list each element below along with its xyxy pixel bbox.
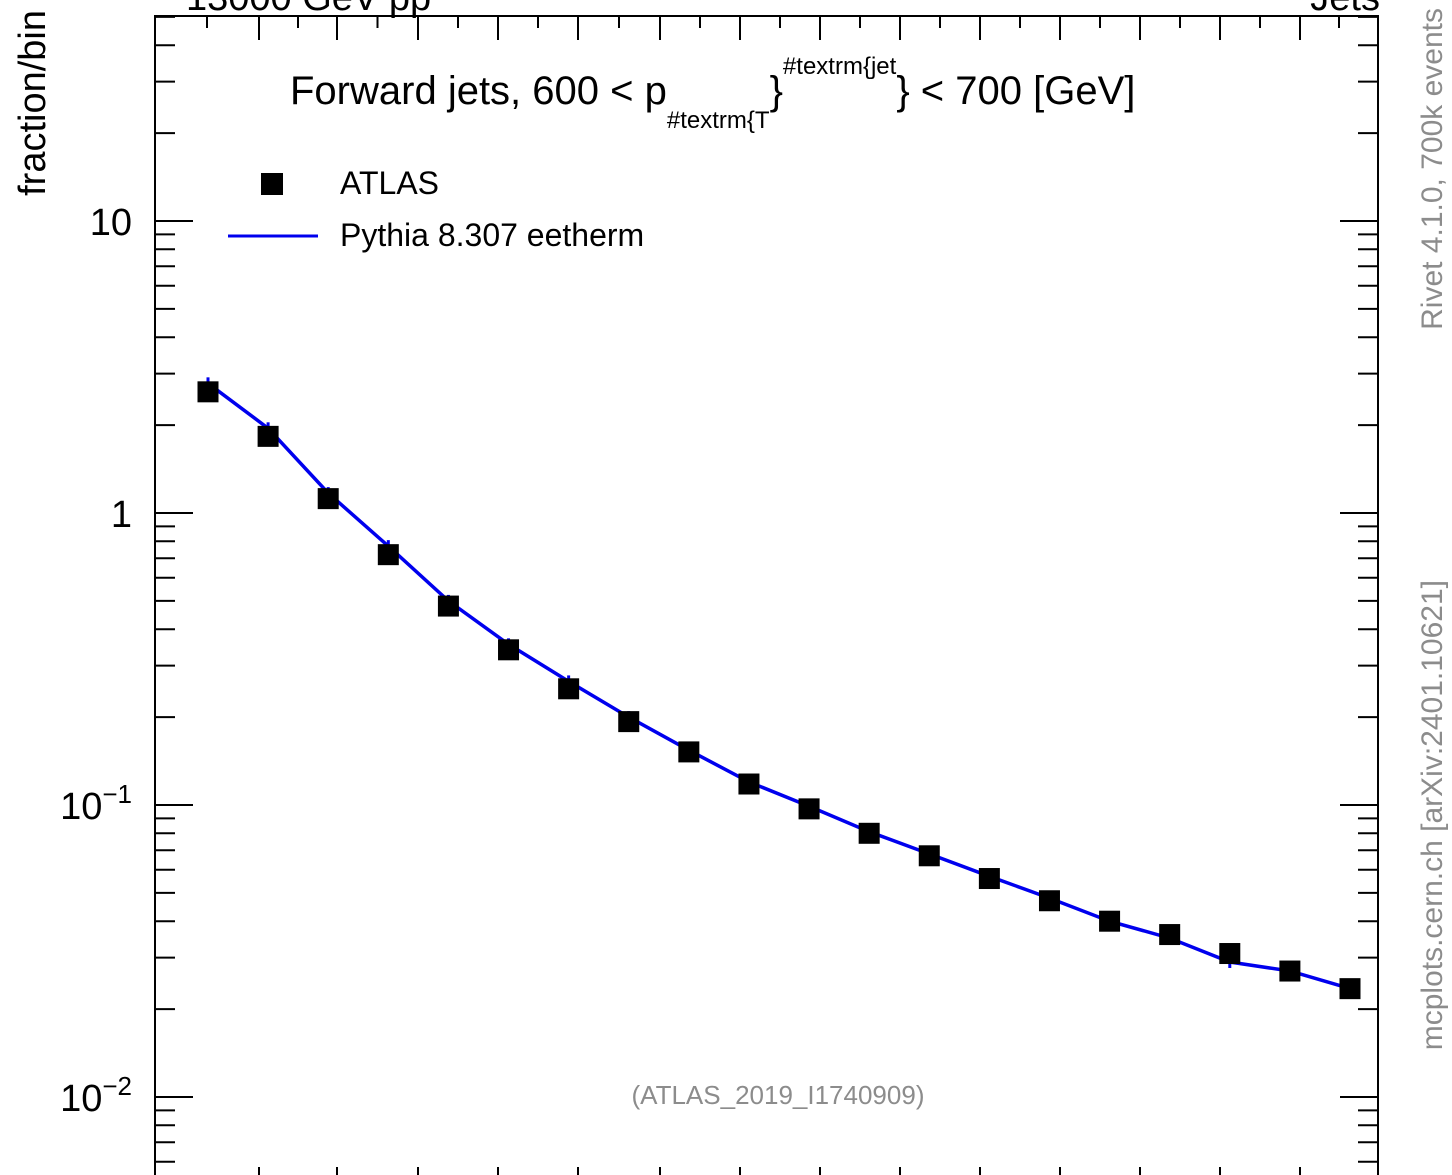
legend: ATLAS Pythia 8.307 eetherm	[228, 165, 644, 253]
data-point	[678, 741, 700, 763]
data-point	[618, 711, 640, 733]
legend-marker-atlas	[261, 173, 283, 195]
header-left: 13000 GeV pp	[186, 0, 431, 19]
data-series	[197, 381, 1361, 1000]
title-main: Forward jets, 600 < p	[290, 69, 667, 113]
y-ticks	[155, 15, 1378, 1163]
data-point	[858, 822, 880, 844]
title-close: } < 700 [GeV]	[896, 69, 1135, 113]
data-point	[1279, 960, 1301, 982]
x-ticks	[154, 16, 1379, 1175]
y-tick-label: 10−1	[60, 779, 132, 828]
data-point	[498, 639, 520, 661]
y-tick-label: 10	[90, 202, 132, 244]
title-superscript: #textrm{jet	[783, 53, 897, 80]
mc-line	[206, 381, 1351, 991]
mc-series	[206, 377, 1352, 995]
chart-title: Forward jets, 600 < p#textrm{T}#textrm{j…	[290, 53, 1135, 134]
data-point	[197, 381, 219, 403]
y-tick-label: 10−2	[60, 1071, 132, 1120]
data-point	[1219, 943, 1241, 965]
legend-label-atlas: ATLAS	[340, 165, 439, 201]
analysis-watermark: (ATLAS_2019_I1740909)	[632, 1080, 925, 1110]
data-point	[437, 595, 459, 617]
header-right: Jets	[1310, 0, 1380, 19]
data-point	[978, 868, 1000, 890]
data-point	[738, 773, 760, 795]
legend-label-pythia: Pythia 8.307 eetherm	[340, 217, 644, 253]
side-label-rivet: Rivet 4.1.0, 700k events	[1416, 8, 1449, 330]
plot-frame	[154, 15, 1379, 1175]
side-label-mcplots: mcplots.cern.ch [arXiv:2401.10621]	[1416, 580, 1449, 1050]
data-point	[1159, 924, 1181, 946]
data-point	[377, 544, 399, 566]
data-point	[918, 845, 940, 867]
title-brace: }	[770, 69, 783, 113]
data-point	[1099, 910, 1121, 932]
data-point	[798, 798, 820, 820]
title-subscript: #textrm{T	[667, 107, 770, 134]
data-point	[1339, 978, 1361, 1000]
data-point	[1038, 890, 1060, 912]
y-tick-label: 1	[111, 494, 132, 536]
data-point	[257, 425, 279, 447]
y-axis-label: fraction/bin	[12, 10, 54, 196]
data-point	[317, 488, 339, 510]
data-point	[558, 678, 580, 700]
y-tick-labels: 10 1 10−1 10−2	[60, 202, 132, 1120]
